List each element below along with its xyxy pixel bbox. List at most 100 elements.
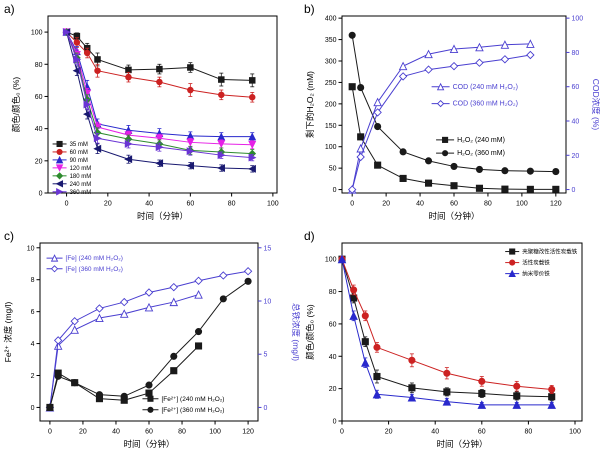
svg-text:20: 20 bbox=[35, 158, 43, 165]
chart-panel-d: d) 0 20 40 60 80 100 时间（分钟） 0 20 40 60 80 100 颜色/颜色₀ (… bbox=[304, 229, 583, 449]
svg-text:20: 20 bbox=[382, 201, 390, 208]
panel-b-series-h-o-240-mm bbox=[348, 83, 560, 193]
svg-text:40: 40 bbox=[329, 354, 337, 361]
panel-d-y-axis: 0 20 40 60 80 100 颜色/颜色₀ (%) bbox=[305, 257, 342, 426]
svg-text:20: 20 bbox=[385, 429, 393, 436]
svg-text:100: 100 bbox=[325, 144, 337, 151]
panel-a-legend-0: 35 mM 60 mM 90 mM 120 mM 180 mM 240 mM 360 mM bbox=[52, 140, 92, 196]
svg-text:60: 60 bbox=[572, 84, 580, 91]
svg-text:100: 100 bbox=[267, 201, 279, 208]
panel-d-label: d) bbox=[304, 229, 315, 243]
panel-a-plot-box bbox=[47, 15, 278, 194]
panel-d-xlabel: 时间（分钟） bbox=[436, 439, 487, 449]
panel-c-x-axis: 0 20 40 60 80 100 120 时间（分钟） bbox=[48, 421, 254, 449]
svg-text:300: 300 bbox=[325, 59, 337, 66]
svg-text:80: 80 bbox=[525, 429, 533, 436]
panel-b: b) 0 20 40 60 80 100 120 时间（分钟） 0 50 100 150 200 250 30… bbox=[300, 0, 600, 227]
svg-text:0: 0 bbox=[340, 429, 344, 436]
svg-text:80: 80 bbox=[329, 289, 337, 296]
panel-d-x-axis: 0 20 40 60 80 100 时间（分钟） bbox=[340, 421, 581, 449]
panel-a-label: a) bbox=[4, 2, 15, 16]
panel-c: c) 0 20 40 60 80 100 120 时间（分钟） 0 2 4 6 8 10 Fe²⁺ 浓度 (m… bbox=[0, 227, 300, 455]
svg-text:20: 20 bbox=[572, 153, 580, 160]
svg-text:100: 100 bbox=[31, 30, 43, 37]
panel-c-legend-entry-fe-360-mm-h-o: [Fe] (360 mM H₂O₂) bbox=[66, 266, 123, 273]
svg-text:80: 80 bbox=[178, 429, 186, 436]
svg-text:100: 100 bbox=[572, 16, 584, 23]
panel-b-series-cod-360-mm-h-o bbox=[347, 50, 535, 194]
panel-a-series-60-mm bbox=[63, 28, 256, 103]
panel-a-ylabel: 颜色/颜色₀ (%) bbox=[11, 77, 21, 133]
panel-a: a) 0 20 40 60 80 100 时间（分钟） 0 20 40 60 80 100 颜色/颜色₀ (… bbox=[0, 0, 300, 227]
panel-a-series-360-mm bbox=[62, 28, 257, 162]
panel-d-series-series bbox=[338, 255, 556, 402]
panel-c-legend-entry-fe-240-mm-h-o: [Fe²⁺] (240 mM H₂O₂) bbox=[161, 396, 224, 403]
chart-panel-b: b)0 20 40 60 80 100 120时间（分钟）05010015020025030… bbox=[304, 2, 600, 221]
panel-d: d) 0 20 40 60 80 100 时间（分钟） 0 20 40 60 80 100 颜色/颜色₀ (… bbox=[300, 227, 600, 455]
svg-text:200: 200 bbox=[325, 101, 337, 108]
panel-c-y2label: 总铁浓度 (mg/l) bbox=[291, 303, 300, 361]
panel-a-xlabel: 时间（分钟） bbox=[137, 211, 188, 221]
panel-a-x-axis: 0 20 40 60 80 100 时间（分钟） bbox=[65, 193, 279, 221]
svg-text:150: 150 bbox=[325, 123, 337, 130]
svg-text:0: 0 bbox=[31, 405, 35, 412]
svg-text:0: 0 bbox=[65, 201, 69, 208]
panel-b-series-h-o-360-mm bbox=[348, 31, 560, 176]
svg-text:40: 40 bbox=[431, 429, 439, 436]
svg-text:60: 60 bbox=[145, 429, 153, 436]
svg-text:40: 40 bbox=[145, 201, 153, 208]
svg-text:10: 10 bbox=[27, 245, 35, 252]
svg-text:60: 60 bbox=[186, 201, 194, 208]
panel-b-legend-entry-h-o-360-mm: H₂O₂ (360 mM) bbox=[457, 150, 505, 157]
panel-a-legend-entry-240-mm: 240 mM bbox=[70, 182, 92, 188]
svg-text:4: 4 bbox=[31, 341, 35, 348]
svg-text:40: 40 bbox=[416, 201, 424, 208]
svg-text:60: 60 bbox=[450, 201, 458, 208]
panel-d-plot-box bbox=[341, 242, 583, 422]
svg-text:0: 0 bbox=[333, 419, 337, 426]
svg-text:80: 80 bbox=[35, 62, 43, 69]
panel-a-series-240-mm bbox=[62, 28, 256, 173]
svg-text:40: 40 bbox=[572, 119, 580, 126]
svg-text:20: 20 bbox=[104, 201, 112, 208]
panel-c-y2-axis: 0 5 10 15 总铁浓度 (mg/l) bbox=[258, 245, 300, 412]
panel-c-legend-0: [Fe] (240 mM H₂O₂) [Fe] (360 mM H₂O₂) bbox=[46, 254, 123, 273]
panel-d-ylabel: 颜色/颜色₀ (%) bbox=[305, 304, 315, 360]
svg-text:20: 20 bbox=[329, 386, 337, 393]
svg-text:2: 2 bbox=[31, 373, 35, 380]
panel-a-legend-entry-120-mm: 120 mM bbox=[70, 166, 92, 172]
svg-text:60: 60 bbox=[329, 321, 337, 328]
svg-text:50: 50 bbox=[329, 166, 337, 173]
panel-b-legend-entry-cod-240-mm-h-o: COD (240 mM H₂O₂) bbox=[453, 84, 518, 91]
panel-b-xlabel: 时间（分钟） bbox=[428, 211, 479, 221]
svg-text:0: 0 bbox=[39, 191, 43, 198]
panel-a-legend-entry-180-mm: 180 mM bbox=[70, 174, 92, 180]
panel-c-label: c) bbox=[4, 229, 14, 243]
svg-text:100: 100 bbox=[209, 429, 221, 436]
panel-c-legend-1: [Fe²⁺] (240 mM H₂O₂) [Fe²⁺] (360 mM H₂O₂) bbox=[142, 395, 224, 414]
svg-text:120: 120 bbox=[550, 201, 562, 208]
chart-panel-a: a) 0 20 40 60 80 100 时间（分钟） 0 20 40 60 80 100 颜色/颜色₀ (… bbox=[4, 2, 279, 221]
svg-text:8: 8 bbox=[31, 277, 35, 284]
svg-text:0: 0 bbox=[350, 201, 354, 208]
panel-d-legend-entry-series: 壳聚糖改性活性炭载铁 bbox=[522, 248, 578, 256]
panel-a-legend-entry-60-mm: 60 mM bbox=[70, 150, 88, 156]
svg-text:80: 80 bbox=[484, 201, 492, 208]
svg-text:6: 6 bbox=[31, 309, 35, 316]
panel-b-legend-entry-h-o-240-mm: H₂O₂ (240 mM) bbox=[457, 137, 505, 144]
svg-text:100: 100 bbox=[516, 201, 528, 208]
svg-text:80: 80 bbox=[572, 50, 580, 57]
svg-text:15: 15 bbox=[264, 245, 272, 252]
svg-text:0: 0 bbox=[264, 405, 268, 412]
panel-c-y-axis: 0 2 4 6 8 10 Fe²⁺ 浓度 (mg/l) bbox=[3, 245, 40, 412]
panel-a-legend-entry-90-mm: 90 mM bbox=[70, 158, 88, 164]
svg-text:80: 80 bbox=[228, 201, 236, 208]
svg-text:40: 40 bbox=[35, 126, 43, 133]
panel-a-y-axis: 0 20 40 60 80 100 颜色/颜色₀ (%) bbox=[11, 30, 48, 198]
panel-c-ylabel: Fe²⁺ 浓度 (mg/l) bbox=[3, 301, 13, 362]
svg-text:120: 120 bbox=[242, 429, 254, 436]
svg-text:100: 100 bbox=[325, 257, 337, 264]
